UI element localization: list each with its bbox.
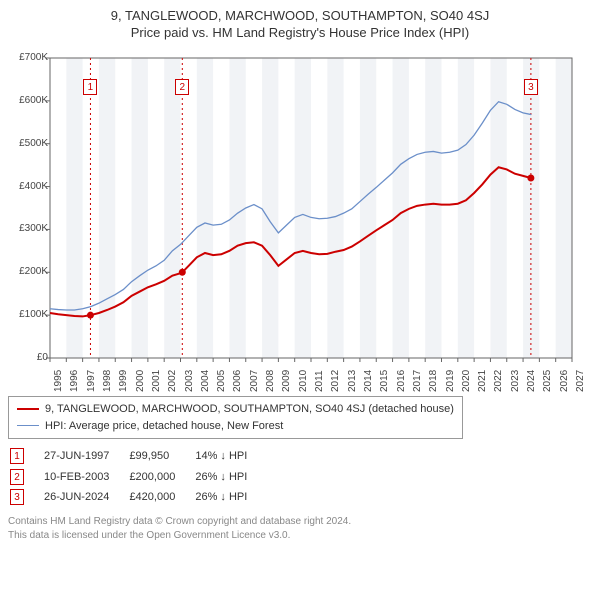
x-tick-label: 2021 bbox=[477, 370, 488, 392]
x-tick-label: 1998 bbox=[102, 370, 113, 392]
legend-box: 9, TANGLEWOOD, MARCHWOOD, SOUTHAMPTON, S… bbox=[8, 396, 463, 439]
table-row: 2 10-FEB-2003£200,00026% ↓ HPI bbox=[10, 468, 265, 487]
legend-row: 9, TANGLEWOOD, MARCHWOOD, SOUTHAMPTON, S… bbox=[17, 401, 454, 418]
x-tick-label: 2011 bbox=[314, 370, 325, 392]
marker-delta: 26% ↓ HPI bbox=[195, 468, 265, 487]
marker-price: £200,000 bbox=[129, 468, 193, 487]
title-block: 9, TANGLEWOOD, MARCHWOOD, SOUTHAMPTON, S… bbox=[8, 8, 592, 40]
marker-table: 1 27-JUN-1997£99,95014% ↓ HPI 2 10-FEB-2003… bbox=[8, 445, 267, 509]
y-tick-label: £100K bbox=[8, 309, 48, 320]
marker-date: 26-JUN-2024 bbox=[44, 488, 127, 507]
chart-svg bbox=[8, 48, 592, 388]
x-tick-label: 2001 bbox=[151, 370, 162, 392]
footer-line-2: This data is licensed under the Open Gov… bbox=[8, 529, 592, 543]
x-tick-label: 1997 bbox=[86, 370, 97, 392]
footer: Contains HM Land Registry data © Crown c… bbox=[8, 515, 592, 543]
marker-price: £420,000 bbox=[129, 488, 193, 507]
x-tick-label: 2009 bbox=[281, 370, 292, 392]
x-tick-label: 2000 bbox=[135, 370, 146, 392]
x-tick-label: 2025 bbox=[542, 370, 553, 392]
marker-num-cell: 2 bbox=[10, 468, 42, 487]
x-tick-label: 1999 bbox=[118, 370, 129, 392]
marker-num-cell: 3 bbox=[10, 488, 42, 507]
x-tick-label: 2024 bbox=[526, 370, 537, 392]
x-tick-label: 2016 bbox=[396, 370, 407, 392]
legend-row: HPI: Average price, detached house, New … bbox=[17, 418, 454, 435]
x-tick-label: 2017 bbox=[412, 370, 423, 392]
legend-label: 9, TANGLEWOOD, MARCHWOOD, SOUTHAMPTON, S… bbox=[45, 401, 454, 418]
title-line-2: Price paid vs. HM Land Registry's House … bbox=[8, 25, 592, 40]
x-tick-label: 2008 bbox=[265, 370, 276, 392]
marker-delta: 26% ↓ HPI bbox=[195, 488, 265, 507]
x-tick-label: 2023 bbox=[510, 370, 521, 392]
x-tick-label: 2004 bbox=[200, 370, 211, 392]
legend-swatch bbox=[17, 408, 39, 410]
x-tick-label: 2014 bbox=[363, 370, 374, 392]
x-tick-label: 2003 bbox=[184, 370, 195, 392]
marker-number: 3 bbox=[10, 489, 24, 505]
y-tick-label: £300K bbox=[8, 223, 48, 234]
y-tick-label: £700K bbox=[8, 52, 48, 63]
table-row: 3 26-JUN-2024£420,00026% ↓ HPI bbox=[10, 488, 265, 507]
x-tick-label: 2020 bbox=[461, 370, 472, 392]
x-tick-label: 2026 bbox=[559, 370, 570, 392]
x-tick-label: 2002 bbox=[167, 370, 178, 392]
legend-swatch bbox=[17, 425, 39, 426]
x-tick-label: 2010 bbox=[298, 370, 309, 392]
marker-date: 10-FEB-2003 bbox=[44, 468, 127, 487]
marker-num-cell: 1 bbox=[10, 447, 42, 466]
y-tick-label: £200K bbox=[8, 266, 48, 277]
table-row: 1 27-JUN-1997£99,95014% ↓ HPI bbox=[10, 447, 265, 466]
marker-date: 27-JUN-1997 bbox=[44, 447, 127, 466]
x-tick-label: 2015 bbox=[379, 370, 390, 392]
title-line-1: 9, TANGLEWOOD, MARCHWOOD, SOUTHAMPTON, S… bbox=[8, 8, 592, 23]
x-tick-label: 2007 bbox=[249, 370, 260, 392]
chart-marker-badge: 3 bbox=[524, 79, 538, 95]
marker-price: £99,950 bbox=[129, 447, 193, 466]
chart-area: £0£100K£200K£300K£400K£500K£600K£700K199… bbox=[8, 48, 592, 388]
x-tick-label: 2027 bbox=[575, 370, 586, 392]
y-tick-label: £500K bbox=[8, 138, 48, 149]
x-tick-label: 2022 bbox=[493, 370, 504, 392]
marker-number: 1 bbox=[10, 448, 24, 464]
x-tick-label: 2012 bbox=[330, 370, 341, 392]
chart-marker-badge: 1 bbox=[83, 79, 97, 95]
x-tick-label: 2006 bbox=[232, 370, 243, 392]
footer-line-1: Contains HM Land Registry data © Crown c… bbox=[8, 515, 592, 529]
marker-delta: 14% ↓ HPI bbox=[195, 447, 265, 466]
x-tick-label: 2005 bbox=[216, 370, 227, 392]
x-tick-label: 1995 bbox=[53, 370, 64, 392]
x-tick-label: 2019 bbox=[445, 370, 456, 392]
chart-marker-badge: 2 bbox=[175, 79, 189, 95]
y-tick-label: £0 bbox=[8, 352, 48, 363]
y-tick-label: £600K bbox=[8, 95, 48, 106]
marker-number: 2 bbox=[10, 469, 24, 485]
legend-label: HPI: Average price, detached house, New … bbox=[45, 418, 283, 435]
x-tick-label: 2018 bbox=[428, 370, 439, 392]
y-tick-label: £400K bbox=[8, 181, 48, 192]
x-tick-label: 1996 bbox=[69, 370, 80, 392]
x-tick-label: 2013 bbox=[347, 370, 358, 392]
